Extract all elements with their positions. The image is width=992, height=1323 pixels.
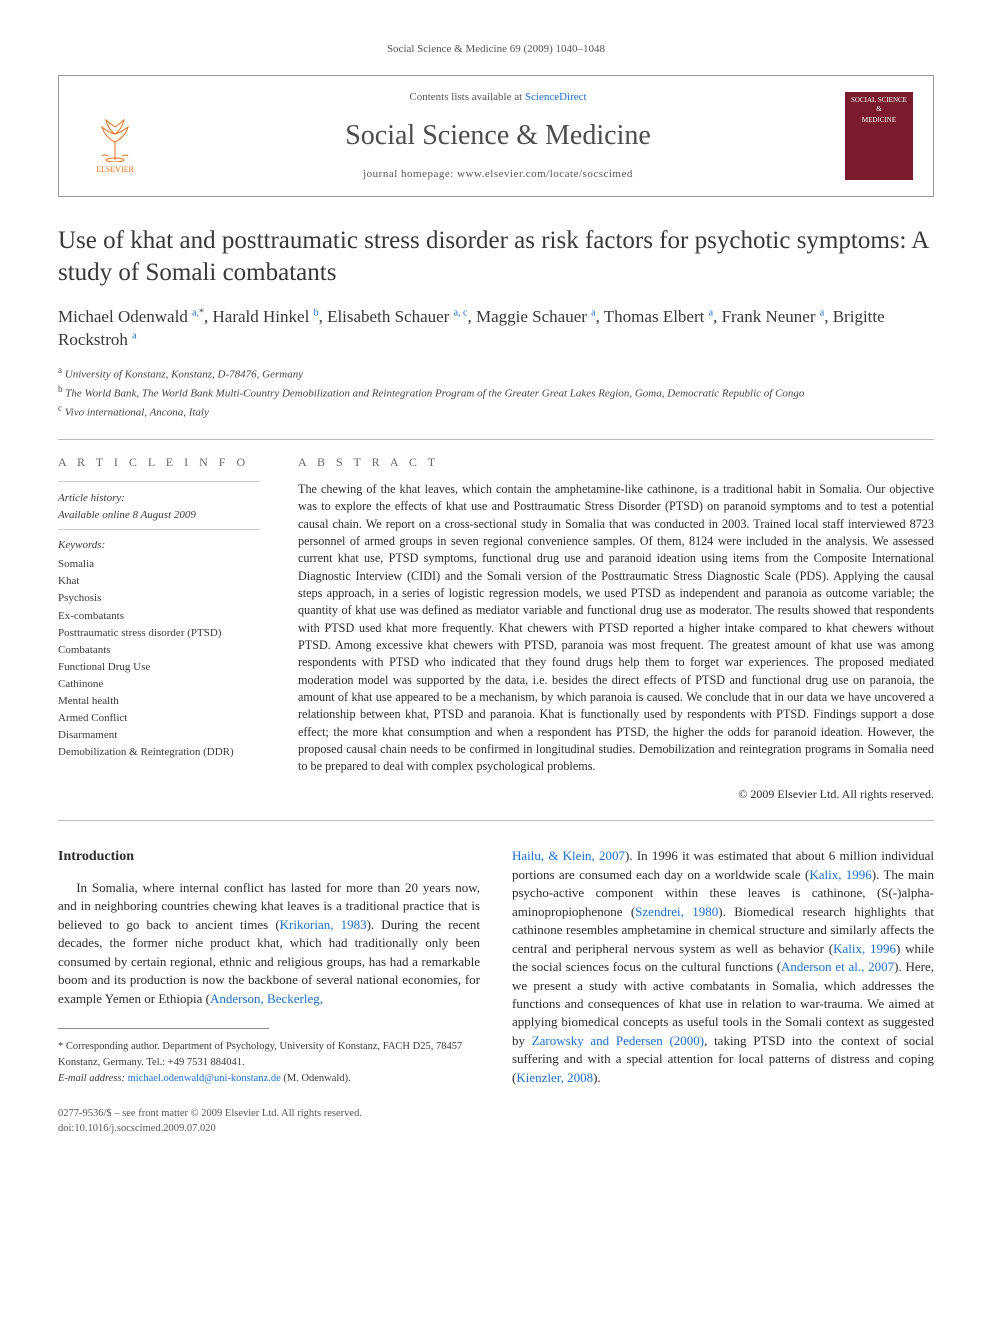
author-list: Michael Odenwald a,*, Harald Hinkel b, E…	[58, 306, 934, 352]
page: Social Science & Medicine 69 (2009) 1040…	[0, 0, 992, 1185]
front-matter-footer: 0277-9536/$ – see front matter © 2009 El…	[58, 1107, 934, 1136]
keyword: Psychosis	[58, 590, 260, 607]
intro-heading: Introduction	[58, 847, 480, 867]
info-divider	[58, 529, 260, 530]
keyword: Posttraumatic stress disorder (PTSD)	[58, 625, 260, 642]
elsevier-wordmark: ELSEVIER	[96, 164, 134, 175]
article-title: Use of khat and posttraumatic stress dis…	[58, 225, 934, 288]
info-divider	[58, 481, 260, 482]
keyword: Combatants	[58, 642, 260, 659]
abstract-copyright: © 2009 Elsevier Ltd. All rights reserved…	[298, 786, 934, 803]
keyword: Mental health	[58, 693, 260, 710]
body-col-right: Hailu, & Klein, 2007). In 1996 it was es…	[512, 847, 934, 1087]
sciencedirect-link[interactable]: ScienceDirect	[525, 91, 587, 103]
article-history: Article history: Available online 8 Augu…	[58, 490, 260, 523]
body-columns: Introduction In Somalia, where internal …	[58, 847, 934, 1087]
abstract-label: A B S T R A C T	[298, 454, 934, 471]
affiliation: a University of Konstanz, Konstanz, D-78…	[58, 364, 934, 383]
affiliation: c Vivo international, Ancona, Italy	[58, 402, 934, 421]
footnotes: * Corresponding author. Department of Ps…	[58, 1039, 480, 1086]
cover-title-2: MEDICINE	[849, 116, 909, 124]
abstract: A B S T R A C T The chewing of the khat …	[298, 454, 934, 802]
footnote-separator	[58, 1028, 269, 1029]
keyword: Demobilization & Reintegration (DDR)	[58, 744, 260, 761]
intro-text-left: In Somalia, where internal conflict has …	[58, 879, 480, 1008]
journal-cover-thumbnail: SOCIAL SCIENCE & MEDICINE	[845, 92, 913, 180]
corresponding-author: * Corresponding author. Department of Ps…	[58, 1039, 480, 1071]
keyword: Somalia	[58, 556, 260, 573]
keyword: Ex-combatants	[58, 608, 260, 625]
keyword: Khat	[58, 573, 260, 590]
info-abstract-row: A R T I C L E I N F O Article history: A…	[58, 454, 934, 802]
keyword: Functional Drug Use	[58, 659, 260, 676]
elsevier-tree-icon	[90, 112, 140, 162]
running-head: Social Science & Medicine 69 (2009) 1040…	[58, 42, 934, 57]
journal-homepage: journal homepage: www.elsevier.com/locat…	[171, 167, 825, 182]
divider	[58, 820, 934, 821]
header-center: Contents lists available at ScienceDirec…	[171, 90, 825, 182]
affiliations: a University of Konstanz, Konstanz, D-78…	[58, 364, 934, 421]
keywords-list: SomaliaKhatPsychosisEx-combatantsPosttra…	[58, 556, 260, 761]
keyword: Disarmament	[58, 727, 260, 744]
keyword: Cathinone	[58, 676, 260, 693]
journal-name: Social Science & Medicine	[171, 116, 825, 155]
intro-text-right: Hailu, & Klein, 2007). In 1996 it was es…	[512, 847, 934, 1087]
elsevier-logo: ELSEVIER	[79, 97, 151, 175]
cover-title-1: SOCIAL SCIENCE &	[849, 96, 909, 113]
journal-header: ELSEVIER Contents lists available at Sci…	[58, 75, 934, 197]
article-info-label: A R T I C L E I N F O	[58, 454, 260, 471]
article-info: A R T I C L E I N F O Article history: A…	[58, 454, 260, 802]
corresponding-email: E-mail address: michael.odenwald@uni-kon…	[58, 1071, 480, 1087]
body-col-left: Introduction In Somalia, where internal …	[58, 847, 480, 1087]
keyword: Armed Conflict	[58, 710, 260, 727]
divider	[58, 439, 934, 440]
affiliation: b The World Bank, The World Bank Multi-C…	[58, 383, 934, 402]
homepage-url[interactable]: www.elsevier.com/locate/socscimed	[457, 168, 633, 180]
keywords-label: Keywords:	[58, 538, 260, 553]
contents-available: Contents lists available at ScienceDirec…	[171, 90, 825, 105]
abstract-text: The chewing of the khat leaves, which co…	[298, 481, 934, 776]
email-link[interactable]: michael.odenwald@uni-konstanz.de	[128, 1073, 281, 1084]
